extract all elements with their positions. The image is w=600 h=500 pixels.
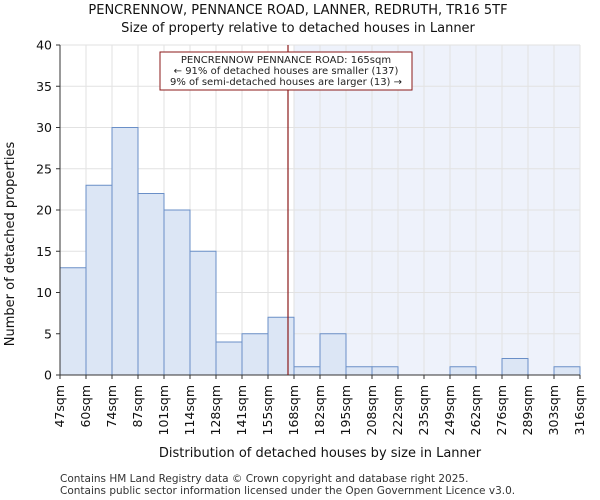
y-tick-label: 15 <box>36 244 52 259</box>
y-tick-label: 5 <box>44 326 52 341</box>
y-axis-label: Number of detached properties <box>3 142 18 347</box>
x-tick-label: 289sqm <box>520 385 535 435</box>
y-tick-label: 20 <box>36 203 52 218</box>
x-tick-label: 87sqm <box>130 385 145 428</box>
x-tick-label: 303sqm <box>546 385 561 435</box>
x-tick-label: 114sqm <box>182 385 197 435</box>
y-tick-label: 25 <box>36 161 52 176</box>
histogram-bar <box>319 333 347 376</box>
histogram-bar <box>501 358 529 376</box>
chart-title: PENCRENNOW, PENNANCE ROAD, LANNER, REDRU… <box>88 3 507 18</box>
x-tick-label: 168sqm <box>286 385 301 435</box>
annotation-smaller: ← 91% of detached houses are smaller (13… <box>174 66 399 77</box>
annotation-larger: 9% of semi-detached houses are larger (1… <box>170 77 402 88</box>
histogram-bar <box>215 341 243 376</box>
histogram-bar <box>59 267 87 376</box>
x-tick-label: 316sqm <box>572 385 587 435</box>
histogram-bar <box>449 366 477 376</box>
x-tick-label: 101sqm <box>156 385 171 435</box>
x-tick-label: 141sqm <box>234 385 249 435</box>
x-tick-label: 208sqm <box>364 385 379 435</box>
histogram-bar <box>85 184 113 376</box>
histogram-bar <box>345 366 373 376</box>
x-tick-label: 128sqm <box>208 385 223 435</box>
y-tick-label: 35 <box>36 79 52 94</box>
annotation-box <box>159 51 413 91</box>
histogram-bar <box>267 316 295 376</box>
x-axis-label: Distribution of detached houses by size … <box>159 446 482 461</box>
x-tick-label: 155sqm <box>260 385 275 435</box>
chart-subtitle: Size of property relative to detached ho… <box>121 21 475 36</box>
histogram-bar <box>189 250 217 376</box>
x-tick-label: 195sqm <box>338 385 353 435</box>
histogram-bar <box>293 366 321 376</box>
y-tick-label: 30 <box>36 120 52 135</box>
histogram-bar <box>371 366 399 376</box>
y-tick-label: 40 <box>36 38 52 53</box>
x-tick-label: 262sqm <box>468 385 483 435</box>
histogram-bar <box>111 127 139 376</box>
footer-line-2: Contains public sector information licen… <box>60 485 515 497</box>
x-tick-label: 235sqm <box>416 385 431 435</box>
histogram-bar <box>163 209 191 376</box>
x-tick-label: 249sqm <box>442 385 457 435</box>
footer-line-1: Contains HM Land Registry data © Crown c… <box>60 473 468 485</box>
x-tick-label: 182sqm <box>312 385 327 435</box>
x-tick-label: 47sqm <box>52 385 67 428</box>
histogram-bar <box>241 333 269 376</box>
x-tick-label: 74sqm <box>104 385 119 428</box>
x-tick-label: 60sqm <box>78 385 93 428</box>
x-tick-label: 276sqm <box>494 385 509 435</box>
histogram-bar <box>553 366 581 376</box>
x-tick-label: 222sqm <box>390 385 405 435</box>
histogram-bar <box>137 193 165 376</box>
annotation-title: PENCRENNOW PENNANCE ROAD: 165sqm <box>181 55 391 66</box>
y-tick-label: 10 <box>36 285 52 300</box>
y-tick-label: 0 <box>44 368 52 383</box>
